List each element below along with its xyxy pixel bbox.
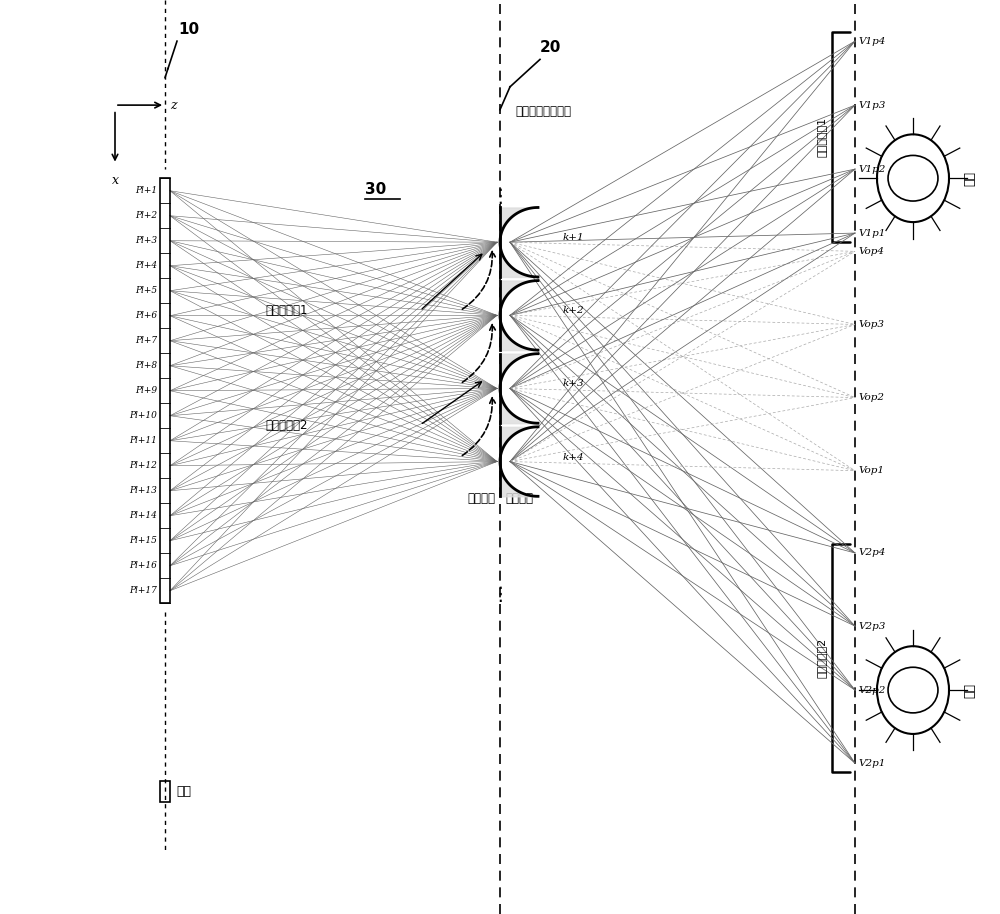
Text: Pl+12: Pl+12 bbox=[129, 462, 157, 470]
Text: k+1: k+1 bbox=[563, 233, 584, 242]
Text: k+4: k+4 bbox=[563, 452, 584, 462]
Text: Pl+15: Pl+15 bbox=[129, 537, 157, 546]
Text: Pl+11: Pl+11 bbox=[129, 436, 157, 445]
Text: k+2: k+2 bbox=[563, 306, 584, 315]
Text: V1p3: V1p3 bbox=[858, 101, 885, 110]
Text: Pl+7: Pl+7 bbox=[135, 336, 157, 345]
Text: V2p1: V2p1 bbox=[858, 759, 885, 768]
Text: Pl+1: Pl+1 bbox=[135, 186, 157, 196]
Text: V2p4: V2p4 bbox=[858, 548, 885, 558]
Text: Pl+6: Pl+6 bbox=[135, 312, 157, 320]
Text: k+3: k+3 bbox=[563, 379, 584, 388]
Text: 导向子结构1: 导向子结构1 bbox=[265, 304, 308, 317]
Text: Pl+14: Pl+14 bbox=[129, 511, 157, 520]
Text: ⋮: ⋮ bbox=[490, 187, 510, 206]
Text: Pl+3: Pl+3 bbox=[135, 236, 157, 245]
Text: 分光单元: 分光单元 bbox=[505, 492, 533, 505]
Text: Vop3: Vop3 bbox=[858, 320, 884, 329]
Text: 分光器件周期单元: 分光器件周期单元 bbox=[515, 105, 571, 118]
Text: Pl+5: Pl+5 bbox=[135, 286, 157, 295]
Text: Pl+10: Pl+10 bbox=[129, 411, 157, 420]
Text: 导向单元: 导向单元 bbox=[467, 492, 495, 505]
Text: ⋮: ⋮ bbox=[490, 585, 510, 603]
Text: 20: 20 bbox=[540, 40, 561, 55]
Text: 左眼: 左眼 bbox=[964, 683, 976, 697]
Text: 30: 30 bbox=[365, 182, 386, 197]
Text: Pl+9: Pl+9 bbox=[135, 387, 157, 395]
Text: Pl+8: Pl+8 bbox=[135, 361, 157, 370]
Text: V2p2: V2p2 bbox=[858, 686, 885, 695]
Text: V1p4: V1p4 bbox=[858, 37, 885, 46]
Text: 朝向视区集2: 朝向视区集2 bbox=[817, 638, 827, 678]
Bar bbox=[160, 178, 170, 603]
Text: Pl+17: Pl+17 bbox=[129, 586, 157, 595]
Text: z: z bbox=[170, 99, 177, 112]
Text: 右眼: 右眼 bbox=[964, 171, 976, 186]
Text: Pl+2: Pl+2 bbox=[135, 211, 157, 220]
Text: x: x bbox=[112, 174, 119, 186]
Text: Vop4: Vop4 bbox=[858, 247, 884, 256]
Text: Vop1: Vop1 bbox=[858, 466, 884, 475]
Text: 10: 10 bbox=[178, 22, 199, 37]
Text: 朝向视区集1: 朝向视区集1 bbox=[817, 117, 827, 157]
Text: V1p2: V1p2 bbox=[858, 165, 885, 174]
Bar bbox=[160, 781, 170, 802]
Text: Pl+16: Pl+16 bbox=[129, 561, 157, 570]
Text: V1p1: V1p1 bbox=[858, 228, 885, 238]
Text: V2p3: V2p3 bbox=[858, 622, 885, 631]
Text: Pl+13: Pl+13 bbox=[129, 486, 157, 495]
Text: 像素: 像素 bbox=[176, 785, 191, 798]
Text: Pl+4: Pl+4 bbox=[135, 261, 157, 271]
Text: Vop2: Vop2 bbox=[858, 393, 884, 402]
Text: 导向子结构2: 导向子结构2 bbox=[265, 419, 308, 431]
